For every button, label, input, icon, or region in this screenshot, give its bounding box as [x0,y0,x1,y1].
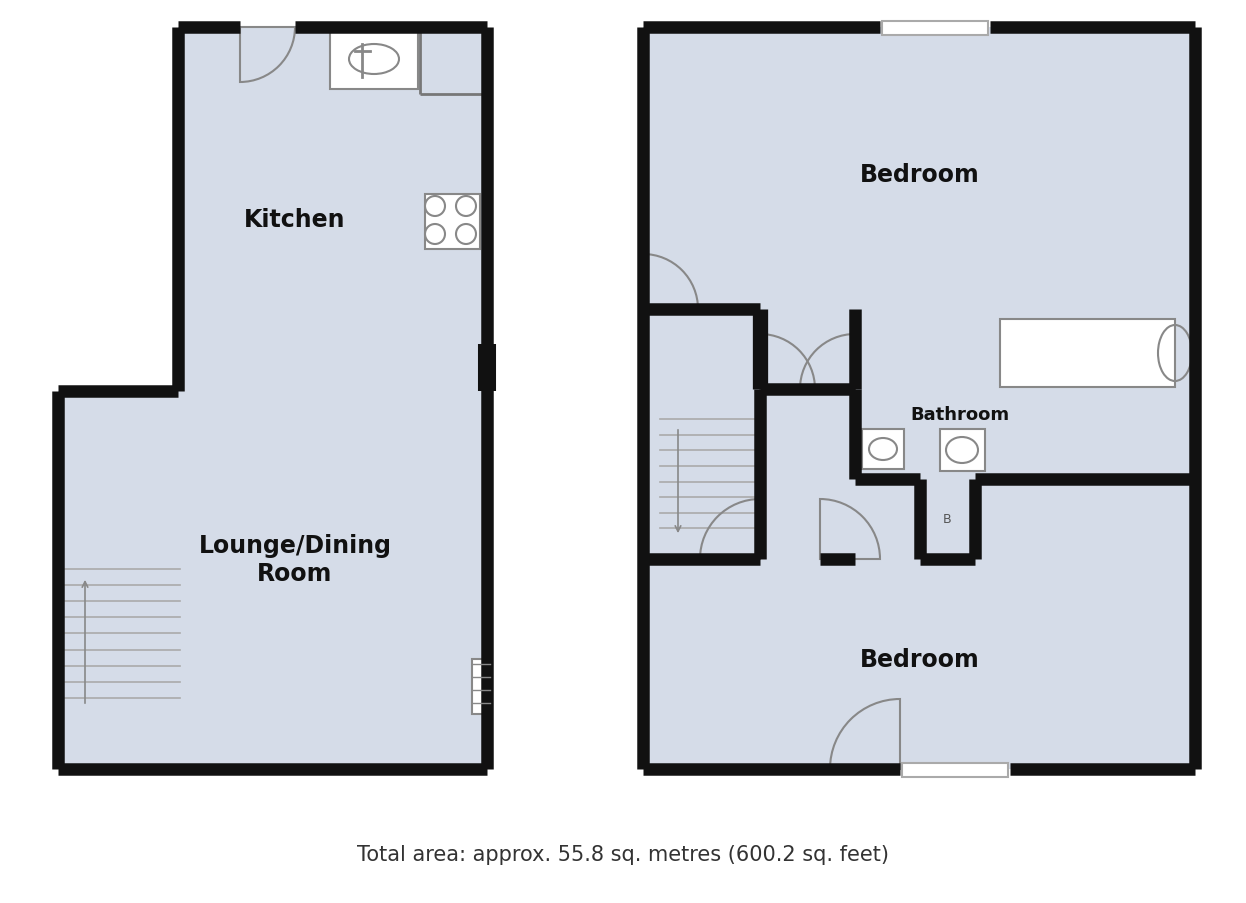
Bar [902,763,1008,777]
Circle shape [456,225,476,245]
Text: Kitchen: Kitchen [244,208,345,232]
Text: Bathroom: Bathroom [911,405,1009,424]
Text: B: B [943,513,951,526]
Text: Total area: approx. 55.8 sq. metres (600.2 sq. feet): Total area: approx. 55.8 sq. metres (600… [358,844,888,864]
Circle shape [456,197,476,217]
Circle shape [425,225,445,245]
Bar [882,22,988,36]
Bar [330,30,417,90]
Circle shape [425,197,445,217]
Bar [425,195,480,250]
Text: Lounge/Dining
Room: Lounge/Dining Room [198,534,391,585]
Bar [939,430,986,471]
Text: Bedroom: Bedroom [860,163,979,187]
Bar [643,28,1195,769]
Bar [862,430,905,470]
Text: Bedroom: Bedroom [860,647,979,671]
Bar [59,392,487,769]
Bar [1001,320,1175,387]
Bar [178,28,487,392]
Bar [472,659,490,714]
